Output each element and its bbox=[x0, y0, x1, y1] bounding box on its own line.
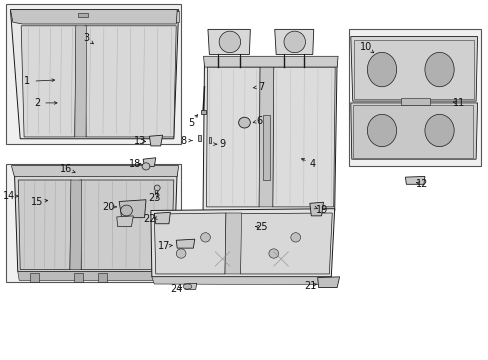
Bar bbox=[263, 116, 269, 180]
Ellipse shape bbox=[200, 233, 210, 242]
Bar bbox=[348, 30, 480, 166]
Text: 8: 8 bbox=[180, 136, 186, 145]
Bar bbox=[353, 40, 473, 99]
Text: 14: 14 bbox=[3, 191, 15, 201]
Text: 18: 18 bbox=[128, 159, 141, 169]
Polygon shape bbox=[18, 271, 173, 280]
Bar bbox=[5, 4, 181, 144]
Ellipse shape bbox=[238, 117, 250, 128]
Text: 23: 23 bbox=[148, 193, 160, 203]
Polygon shape bbox=[18, 180, 71, 270]
Bar bbox=[400, 98, 429, 105]
Polygon shape bbox=[143, 158, 156, 166]
Polygon shape bbox=[21, 26, 76, 137]
Polygon shape bbox=[149, 135, 162, 146]
Polygon shape bbox=[10, 10, 177, 24]
Polygon shape bbox=[117, 216, 133, 226]
Text: 25: 25 bbox=[255, 222, 267, 231]
Polygon shape bbox=[206, 67, 260, 207]
Bar bbox=[5, 164, 181, 282]
Ellipse shape bbox=[183, 284, 191, 289]
Text: 24: 24 bbox=[170, 284, 182, 294]
Text: 20: 20 bbox=[102, 202, 114, 212]
Text: 11: 11 bbox=[452, 98, 464, 108]
Ellipse shape bbox=[284, 31, 305, 53]
Text: 13: 13 bbox=[133, 136, 145, 145]
Polygon shape bbox=[203, 56, 337, 67]
Polygon shape bbox=[14, 169, 177, 271]
Polygon shape bbox=[239, 213, 331, 274]
Polygon shape bbox=[224, 213, 241, 274]
Text: 6: 6 bbox=[256, 116, 262, 126]
Bar bbox=[98, 273, 107, 282]
Ellipse shape bbox=[268, 249, 278, 258]
Polygon shape bbox=[10, 10, 178, 139]
Polygon shape bbox=[119, 200, 146, 218]
Ellipse shape bbox=[219, 31, 240, 53]
Bar bbox=[166, 273, 175, 282]
Text: 17: 17 bbox=[158, 241, 170, 251]
Polygon shape bbox=[75, 26, 86, 137]
Polygon shape bbox=[317, 277, 339, 288]
Polygon shape bbox=[207, 30, 250, 54]
Ellipse shape bbox=[154, 185, 160, 191]
Ellipse shape bbox=[290, 233, 300, 242]
Polygon shape bbox=[259, 67, 273, 207]
Ellipse shape bbox=[142, 163, 150, 170]
Polygon shape bbox=[350, 37, 477, 101]
Text: 15: 15 bbox=[31, 197, 43, 207]
Bar bbox=[208, 137, 211, 143]
Ellipse shape bbox=[176, 249, 185, 258]
Polygon shape bbox=[10, 10, 177, 21]
Polygon shape bbox=[350, 103, 477, 159]
Polygon shape bbox=[309, 202, 323, 216]
Polygon shape bbox=[70, 180, 81, 270]
Text: 7: 7 bbox=[258, 82, 264, 92]
Text: 12: 12 bbox=[415, 179, 428, 189]
Polygon shape bbox=[11, 166, 178, 176]
Bar bbox=[352, 105, 472, 158]
Ellipse shape bbox=[424, 52, 453, 87]
Polygon shape bbox=[80, 180, 173, 270]
Polygon shape bbox=[176, 239, 194, 248]
Text: 21: 21 bbox=[304, 281, 316, 291]
Text: 22: 22 bbox=[143, 215, 155, 224]
Text: 2: 2 bbox=[34, 98, 41, 108]
Bar bbox=[30, 273, 39, 282]
Polygon shape bbox=[84, 26, 176, 137]
Polygon shape bbox=[405, 176, 424, 184]
Bar bbox=[20, 12, 178, 22]
Bar bbox=[74, 273, 82, 282]
Polygon shape bbox=[154, 213, 225, 274]
Text: 19: 19 bbox=[316, 206, 328, 216]
Text: 1: 1 bbox=[24, 76, 31, 86]
Ellipse shape bbox=[424, 114, 453, 147]
Ellipse shape bbox=[366, 52, 396, 87]
Text: 9: 9 bbox=[219, 139, 225, 149]
Polygon shape bbox=[151, 209, 334, 277]
Text: 10: 10 bbox=[360, 42, 372, 52]
Text: 5: 5 bbox=[187, 118, 194, 128]
Polygon shape bbox=[200, 110, 206, 114]
Text: 16: 16 bbox=[61, 164, 73, 174]
Polygon shape bbox=[152, 277, 330, 285]
Ellipse shape bbox=[121, 205, 132, 216]
Bar bbox=[197, 135, 200, 141]
Bar bbox=[78, 13, 88, 17]
Ellipse shape bbox=[366, 114, 396, 147]
Polygon shape bbox=[183, 283, 196, 289]
Polygon shape bbox=[274, 30, 313, 54]
Polygon shape bbox=[203, 58, 336, 211]
Polygon shape bbox=[272, 67, 334, 207]
Text: 3: 3 bbox=[83, 33, 89, 43]
Text: 4: 4 bbox=[309, 159, 315, 169]
Polygon shape bbox=[154, 212, 170, 224]
